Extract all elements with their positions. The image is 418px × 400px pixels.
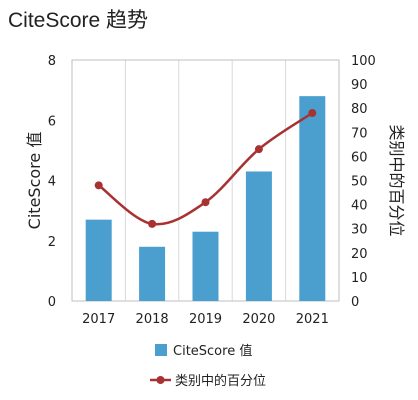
y2-tick-label: 100: [351, 54, 376, 69]
y-axis-label: CiteScore 值: [25, 132, 44, 230]
bar: [299, 96, 326, 302]
bar: [245, 171, 272, 301]
bar: [139, 246, 166, 301]
y2-tick-label: 50: [351, 175, 368, 190]
bar: [85, 219, 112, 301]
percentile-point: [148, 219, 157, 228]
x-tick-label: 2017: [82, 312, 115, 327]
y-tick-label: 8: [48, 54, 56, 69]
y-tick-label: 2: [48, 235, 56, 250]
y2-tick-label: 30: [351, 223, 368, 238]
x-tick-label: 2020: [242, 312, 275, 327]
y2-tick-label: 80: [351, 102, 368, 117]
y2-tick-label: 20: [351, 247, 368, 262]
x-tick-label: 2019: [189, 312, 222, 327]
y2-tick-label: 40: [351, 199, 368, 214]
percentile-point: [254, 145, 263, 154]
percentile-point: [308, 109, 317, 118]
y2-tick-label: 0: [351, 295, 359, 310]
legend-label-bar: CiteScore 值: [173, 343, 252, 359]
legend-label-line: 类别中的百分位: [175, 373, 266, 389]
y-tick-label: 4: [48, 175, 56, 190]
x-tick-label: 2018: [136, 312, 169, 327]
y2-tick-label: 10: [351, 271, 368, 286]
y2-tick-label: 60: [351, 150, 368, 165]
bar: [192, 231, 219, 301]
y-tick-label: 0: [48, 295, 56, 310]
percentile-point: [94, 181, 103, 190]
y-tick-label: 6: [48, 114, 56, 129]
y2-tick-label: 90: [351, 78, 368, 93]
legend-swatch-bar: [155, 344, 167, 356]
y2-axis-label: 类别中的百分位: [387, 124, 406, 236]
page-title: CiteScore 趋势: [8, 9, 149, 32]
y2-tick-label: 70: [351, 126, 368, 141]
x-tick-label: 2021: [296, 312, 329, 327]
legend-swatch-point: [156, 376, 165, 384]
percentile-point: [201, 198, 210, 207]
